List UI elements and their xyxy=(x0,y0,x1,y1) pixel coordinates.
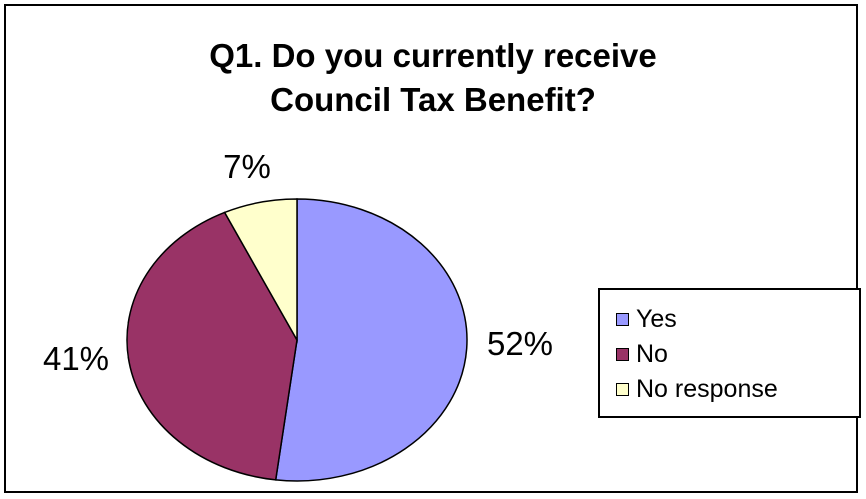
legend-label-no: No xyxy=(636,339,668,368)
legend-label-no-response: No response xyxy=(636,374,778,403)
chart-title: Q1. Do you currently receive Council Tax… xyxy=(209,37,657,118)
legend: Yes No No response xyxy=(598,288,861,418)
data-label-yes: 52% xyxy=(487,325,553,362)
pie-slice-yes xyxy=(274,198,468,482)
legend-swatch-no-response xyxy=(616,382,629,396)
data-label-no-response: 7% xyxy=(223,148,271,185)
legend-swatch-no xyxy=(616,347,629,361)
legend-label-yes: Yes xyxy=(636,304,677,333)
data-label-no: 41% xyxy=(43,340,109,377)
legend-item-no: No xyxy=(616,339,668,369)
legend-item-yes: Yes xyxy=(616,304,677,334)
pie-slice-no-response xyxy=(223,198,298,343)
legend-item-no-response: No response xyxy=(616,374,778,404)
pie-slice-no xyxy=(126,211,298,481)
legend-swatch-yes xyxy=(616,312,629,326)
